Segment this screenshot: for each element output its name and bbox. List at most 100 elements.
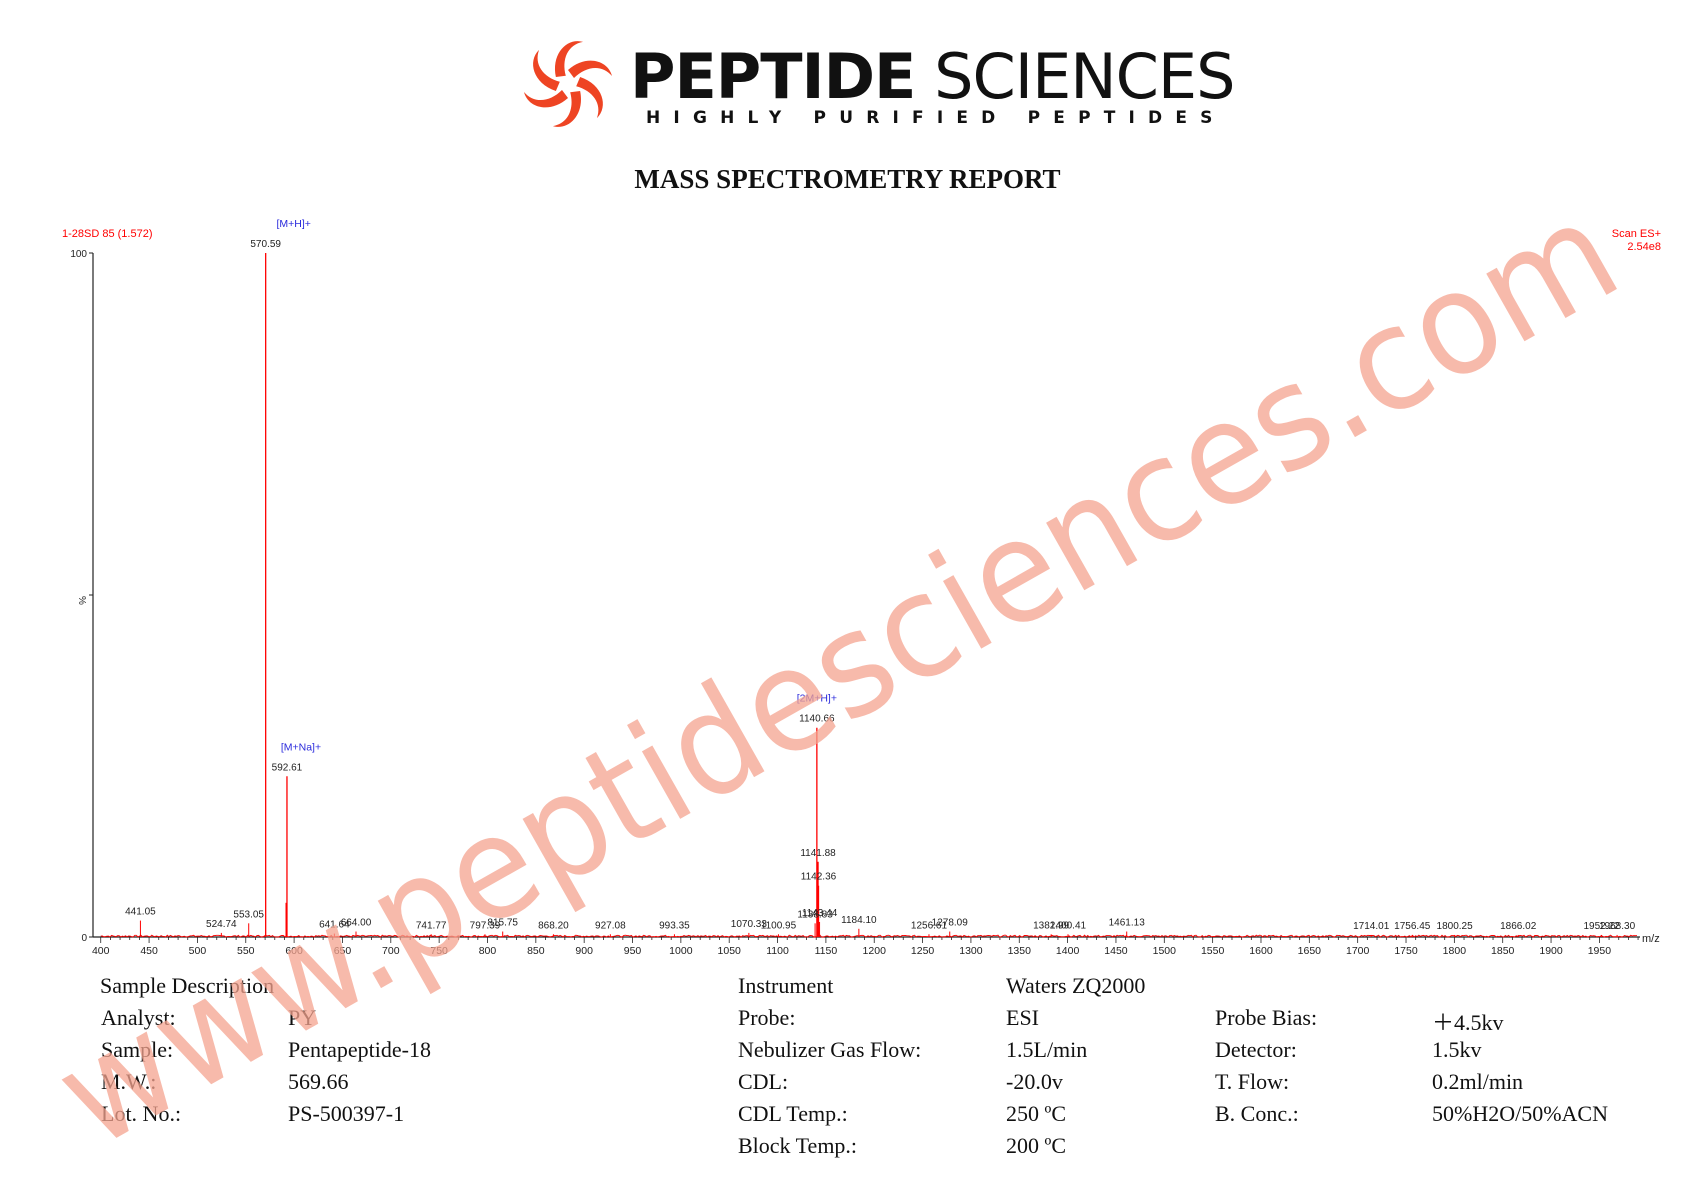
- x-tick-label: 800: [479, 945, 497, 957]
- brand-tagline: HIGHLY PURIFIED PEPTIDES: [646, 108, 1226, 128]
- peak-label: 524.74: [206, 919, 237, 930]
- peak-label: 1141.88: [800, 848, 836, 859]
- sample-field-value: 569.66: [288, 1069, 349, 1094]
- ion-annotation: [2M+H]+: [797, 693, 837, 705]
- instrument-field-label: CDL:: [738, 1069, 789, 1094]
- x-tick-label: 1950: [1588, 945, 1612, 957]
- peak-label: 741.77: [416, 920, 447, 931]
- x-tick-label: 1000: [669, 945, 693, 957]
- peak-label: 1382.99: [1033, 920, 1070, 931]
- peak-label: 993.35: [659, 920, 690, 931]
- peak-label: 1278.09: [932, 918, 969, 929]
- sample-heading: Sample Description: [100, 973, 275, 998]
- swirl-blade-icon: [533, 49, 560, 91]
- peak-label: 868.20: [538, 920, 569, 931]
- x-tick-label: 1750: [1394, 945, 1418, 957]
- x-tick-label: 1200: [863, 945, 887, 957]
- x-tick-label: 1400: [1056, 945, 1080, 957]
- peak-label: 1138.83: [797, 909, 833, 920]
- swirl-blade-icon: [552, 91, 582, 127]
- peak-label: 1184.10: [841, 915, 877, 926]
- x-tick-label: 1550: [1201, 945, 1225, 957]
- peak-label: 1142.36: [801, 872, 837, 883]
- x-tick-label: 1150: [815, 945, 838, 957]
- peak-label: 441.05: [125, 907, 156, 918]
- x-tick-label: 650: [334, 945, 352, 957]
- peak-label: 1100.95: [761, 920, 797, 931]
- instrument-heading: Instrument: [738, 973, 834, 998]
- peak-label: 1400.41: [1050, 920, 1087, 931]
- peak-label: 570.59: [250, 239, 281, 250]
- instrument-field-value: -20.0v: [1006, 1069, 1063, 1094]
- instrument-field-label: CDL Temp.:: [738, 1101, 848, 1126]
- instrument-field-value: 1.5L/min: [1006, 1037, 1088, 1062]
- x-tick-label: 1450: [1104, 945, 1128, 957]
- instrument-field-label: T. Flow:: [1215, 1069, 1290, 1094]
- sample-field-value: Pentapeptide-18: [288, 1037, 431, 1062]
- peak-label: 1140.66: [799, 714, 835, 725]
- x-tick-label: 450: [140, 945, 158, 957]
- x-tick-label: 1800: [1443, 945, 1467, 957]
- swirl-logo-icon: [524, 41, 612, 127]
- scan-id: 1-28SD 85 (1.572): [62, 228, 153, 240]
- sample-field-label: Lot. No.:: [101, 1101, 182, 1126]
- x-tick-label: 550: [237, 945, 255, 957]
- peak-label: 664.00: [341, 918, 372, 929]
- sample-field-label: Analyst:: [101, 1005, 176, 1030]
- x-tick-label: 750: [430, 945, 448, 957]
- sample-field-label: Sample:: [101, 1037, 174, 1062]
- peak-label: 1800.25: [1437, 921, 1474, 932]
- y-tick-label: 0: [81, 933, 87, 944]
- swirl-blade-icon: [576, 77, 603, 119]
- instrument-field-label: Nebulizer Gas Flow:: [738, 1037, 922, 1062]
- x-tick-label: 600: [285, 945, 303, 957]
- brand-name: PEPTIDE SCIENCES: [630, 40, 1235, 113]
- baseline-noise: [100, 934, 1637, 938]
- x-axis-label: m/z: [1642, 933, 1660, 945]
- peak-label: 553.05: [233, 909, 264, 920]
- instrument-field-value: 200 ºC: [1006, 1133, 1066, 1158]
- peak-label: 815.75: [487, 918, 518, 929]
- x-tick-label: 1250: [911, 945, 935, 957]
- peak-label: 797.39: [470, 920, 501, 931]
- instrument-field-value: 1.5kv: [1432, 1037, 1482, 1062]
- x-tick-label: 1700: [1346, 945, 1370, 957]
- instrument-field-value: 0.2ml/min: [1432, 1069, 1524, 1094]
- instrument-field-value: 250 ºC: [1006, 1101, 1066, 1126]
- x-tick-label: 1100: [766, 945, 789, 957]
- swirl-blade-icon: [568, 60, 612, 78]
- instrument-field-value: 50%H2O/50%ACN: [1432, 1101, 1608, 1126]
- peak-label: 927.08: [595, 920, 626, 931]
- sample-field-value: PY: [288, 1005, 317, 1030]
- peak-label: 641.64: [319, 920, 350, 931]
- x-tick-label: 1600: [1249, 945, 1273, 957]
- peak-label: 1461.13: [1109, 918, 1146, 929]
- instrument-field-label: Detector:: [1215, 1037, 1297, 1062]
- instrument-field-label: Probe Bias:: [1215, 1005, 1318, 1030]
- scan-mode: Scan ES+: [1612, 228, 1661, 240]
- x-tick-label: 900: [575, 945, 593, 957]
- swirl-blade-icon: [524, 90, 568, 108]
- x-tick-label: 400: [92, 945, 110, 957]
- instrument-field-label: Block Temp.:: [738, 1133, 858, 1158]
- x-tick-label: 700: [382, 945, 400, 957]
- peak-label: 1714.01: [1353, 921, 1390, 932]
- peak-label: 1256.61: [911, 920, 948, 931]
- report-title: MASS SPECTROMETRY REPORT: [634, 164, 1061, 194]
- instrument-field-value: ESI: [1006, 1005, 1039, 1030]
- peak-label: 1866.02: [1500, 921, 1537, 932]
- x-tick-label: 1500: [1153, 945, 1177, 957]
- sample-field-label: M.W.:: [101, 1069, 157, 1094]
- x-tick-label: 1350: [1008, 945, 1032, 957]
- x-tick-label: 1050: [718, 945, 742, 957]
- x-tick-label: 950: [624, 945, 642, 957]
- instrument-field-value: ＋4.5kv: [1432, 1010, 1504, 1035]
- x-tick-label: 1900: [1539, 945, 1563, 957]
- x-tick-label: 1650: [1298, 945, 1322, 957]
- ion-annotation: [M+H]+: [276, 218, 310, 230]
- peak-label: 1968.30: [1599, 921, 1636, 932]
- peak-label: 1756.45: [1394, 921, 1431, 932]
- instrument-field-label: Probe:: [738, 1005, 796, 1030]
- y-tick-label: 100: [70, 249, 87, 260]
